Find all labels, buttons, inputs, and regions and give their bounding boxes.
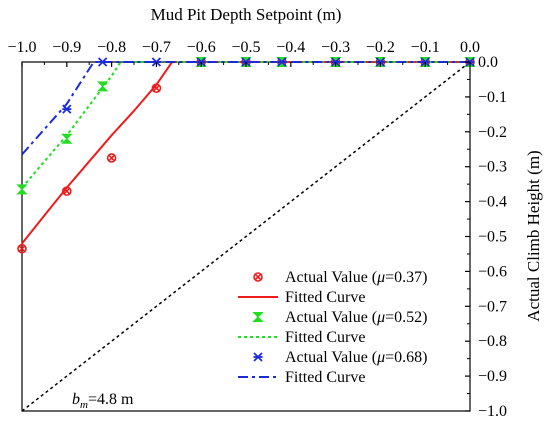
- y-tick-label: −0.5: [478, 229, 507, 246]
- x-tick-label: −0.9: [52, 39, 81, 56]
- data-point-series-0: [17, 243, 27, 254]
- x-tick-label: −0.1: [411, 39, 440, 56]
- data-point-series-2: [96, 81, 109, 92]
- series-markers-layer: [16, 57, 476, 254]
- reference-line-layer: [21, 61, 471, 412]
- series-lines-layer: [21, 61, 470, 245]
- legend-label: Fitted Curve: [285, 369, 365, 386]
- data-point-series-2: [61, 133, 73, 144]
- y-tick-label: −0.8: [478, 333, 507, 350]
- legend-item-0: Actual Value (μ=0.37): [253, 269, 428, 286]
- data-point-series-0: [106, 153, 117, 163]
- y-tick-label: −0.1: [478, 89, 507, 106]
- legend-item-4: Actual Value (μ=0.68): [253, 349, 428, 366]
- y-tick-label: −0.2: [478, 124, 507, 141]
- y-axis-title: Actual Climb Height (m): [524, 150, 543, 321]
- legend-item-1: Fitted Curve: [238, 289, 365, 306]
- y-tick-label: −0.6: [478, 263, 507, 280]
- annotation-bm: bm=4.8 m: [72, 391, 134, 411]
- x-tick-label: −0.7: [142, 39, 171, 56]
- legend-item-2: Actual Value (μ=0.52): [252, 309, 428, 326]
- fitted-curve-3: [21, 61, 470, 189]
- data-point-series-0: [151, 83, 162, 93]
- legend-label: Actual Value (μ=0.37): [285, 269, 428, 286]
- y-axis-ticks: 0.0 −0.1 −0.2 −0.3 −0.4 −0.5 −0.6 −0.7 −0.8 −0.9 −…: [465, 54, 507, 420]
- data-point-series-4: [98, 57, 108, 67]
- legend-item-5: Fitted Curve: [238, 369, 365, 386]
- legend-marker-swatch: [252, 312, 264, 322]
- reference-diagonal-line: [21, 61, 471, 412]
- legend-marker-swatch: [253, 352, 263, 362]
- x-tick-label: −0.3: [321, 39, 350, 56]
- fitted-curve-5: [21, 61, 470, 156]
- data-point-series-0: [62, 186, 72, 196]
- y-tick-label: −0.7: [478, 298, 507, 315]
- x-tick-label: 0.0: [460, 39, 480, 56]
- y-tick-label: 0.0: [478, 54, 498, 71]
- legend-label: Fitted Curve: [285, 289, 365, 306]
- x-tick-label: −0.5: [231, 39, 260, 56]
- data-point-series-4: [62, 104, 72, 114]
- legend-item-3: Fitted Curve: [238, 329, 365, 346]
- y-tick-label: −0.3: [478, 159, 507, 176]
- x-tick-label: −0.8: [97, 39, 126, 56]
- fitted-curve-1: [21, 61, 470, 245]
- x-tick-label: −0.4: [276, 39, 305, 56]
- legend-marker-swatch: [253, 272, 263, 282]
- legend-label: Actual Value (μ=0.52): [285, 309, 428, 326]
- legend-label: Actual Value (μ=0.68): [285, 349, 428, 366]
- y-tick-label: −0.9: [478, 368, 507, 385]
- y-tick-label: −1.0: [478, 403, 507, 420]
- x-tick-label: −1.0: [7, 39, 36, 56]
- data-point-series-2: [16, 184, 28, 195]
- x-axis-ticks: −1.0 −0.9 −0.8 −0.7 −0.6 −0.5 −0.4 −0.3 −0.2 −0.1…: [7, 39, 480, 67]
- y-tick-label: −0.4: [478, 194, 507, 211]
- legend: Actual Value (μ=0.37) Fitted Curve Actual …: [238, 269, 428, 386]
- x-tick-label: −0.6: [187, 39, 216, 56]
- data-point-series-4: [277, 57, 287, 67]
- legend-label: Fitted Curve: [285, 329, 365, 346]
- x-axis-title: Mud Pit Depth Setpoint (m): [151, 5, 342, 24]
- x-tick-label: −0.2: [366, 39, 395, 56]
